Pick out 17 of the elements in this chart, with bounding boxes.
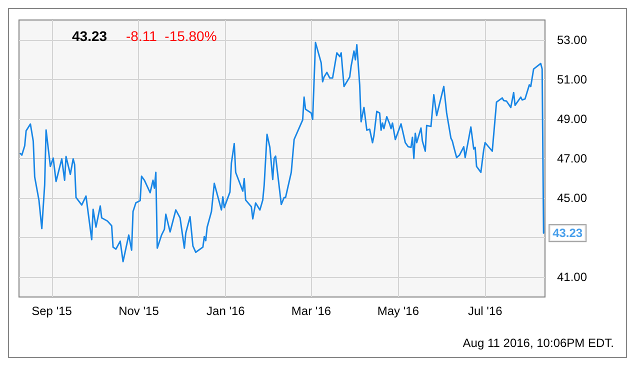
annotation: 43.23 — [552, 226, 583, 240]
y-tick-label: 41.00 — [557, 270, 588, 284]
x-tick-label: Mar '16 — [291, 304, 332, 318]
x-tick-label: Sep '15 — [32, 304, 72, 318]
x-tick-label: Jul '16 — [468, 304, 503, 318]
text: -8.11 -15.80% — [126, 28, 217, 44]
y-tick-label: 47.00 — [557, 152, 588, 166]
y-tick-label: 51.00 — [557, 72, 588, 86]
x-tick-label: Nov '15 — [118, 304, 160, 318]
text: 43.23 — [72, 28, 108, 44]
x-tick-label: Jan '16 — [206, 304, 246, 318]
y-tick-label: 45.00 — [557, 191, 588, 206]
y-tick-label: 53.00 — [557, 32, 588, 47]
y-tick-label: 49.00 — [557, 112, 588, 126]
line-series — [20, 42, 544, 262]
x-tick-label: May '16 — [377, 304, 420, 318]
text: Aug 11 2016, 10:06PM EDT. — [462, 336, 614, 350]
